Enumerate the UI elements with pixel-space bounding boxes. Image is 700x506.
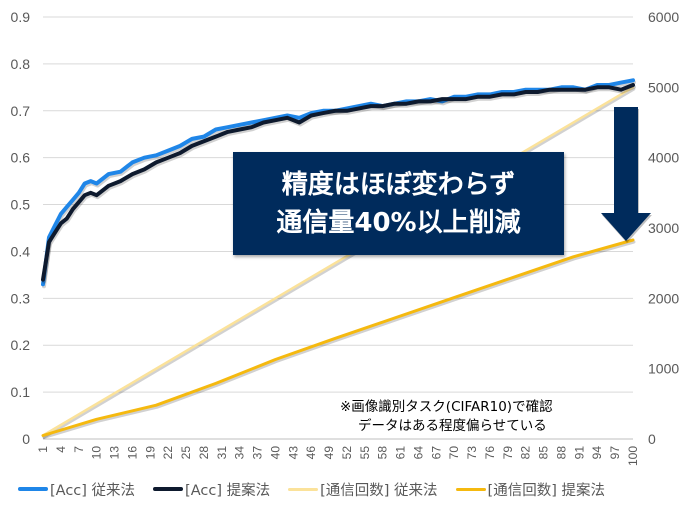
x-tick-label: 28 [197, 446, 211, 460]
down-arrow-icon [601, 107, 652, 243]
x-tick-label: 94 [590, 446, 604, 460]
x-tick-label: 10 [90, 446, 104, 460]
series-line [41, 238, 635, 437]
x-tick-label: 76 [483, 446, 497, 460]
left-y-tick-label: 0.5 [11, 197, 31, 213]
legend-swatch-icon [455, 487, 486, 491]
x-tick-label: 19 [143, 446, 157, 460]
right-y-axis-ticks: 0 1000 2000 3000 4000 5000 6000 [648, 9, 679, 447]
x-tick-label: 1 [36, 446, 50, 453]
x-tick-label: 13 [108, 446, 122, 460]
x-tick-label: 82 [519, 446, 533, 460]
note-line-2: データはある程度偏らせている [358, 418, 547, 434]
x-tick-label: 22 [161, 446, 175, 460]
right-y-tick-label: 4000 [648, 150, 679, 166]
x-tick-label: 88 [554, 446, 568, 460]
left-y-tick-label: 0.2 [11, 337, 31, 353]
left-y-axis-ticks: 0 0.1 0.2 0.3 0.4 0.5 0.6 0.7 0.8 0.9 [11, 9, 31, 447]
x-tick-label: 52 [340, 446, 354, 460]
callout-line-2: 通信量40%以上削減 [276, 207, 521, 238]
x-tick-label: 16 [125, 446, 139, 460]
legend-label: [Acc] 提案法 [185, 482, 271, 499]
left-y-tick-label: 0.6 [11, 150, 31, 166]
legend-item-comm-proposed: [通信回数] 提案法 [455, 479, 605, 500]
right-y-tick-label: 1000 [648, 361, 679, 377]
right-y-tick-label: 3000 [648, 220, 679, 236]
legend-item-comm-conventional: [通信回数] 従来法 [288, 479, 438, 500]
experiment-note: ※画像識別タスク(CIFAR10)で確認 データはある程度偏らせている [340, 398, 630, 436]
x-tick-label: 97 [608, 446, 622, 460]
x-tick-label: 79 [501, 446, 515, 460]
left-y-tick-label: 0.9 [11, 9, 31, 25]
x-tick-label: 37 [251, 446, 265, 460]
left-y-tick-label: 0.1 [11, 384, 31, 400]
legend-item-acc-conventional: [Acc] 従来法 [18, 479, 135, 500]
legend-label: [通信回数] 従来法 [320, 482, 438, 499]
callout-line-1: 精度はほぼ変わらず [281, 169, 516, 200]
legend-item-acc-proposed: [Acc] 提案法 [153, 479, 270, 500]
series-line [41, 86, 635, 437]
chart-legend: [Acc] 従来法 [Acc] 提案法 [通信回数] 従来法 [通信回数] 提案… [18, 478, 623, 500]
x-tick-label: 100 [626, 446, 640, 466]
legend-swatch-icon [18, 487, 48, 491]
x-tick-label: 34 [233, 446, 247, 460]
left-y-tick-label: 0.3 [11, 290, 31, 306]
x-tick-label: 25 [179, 446, 193, 460]
x-tick-label: 4 [54, 446, 68, 453]
legend-label: [通信回数] 提案法 [487, 482, 605, 499]
x-tick-label: 46 [304, 446, 318, 460]
x-tick-label: 70 [447, 446, 461, 460]
x-tick-label: 73 [465, 446, 479, 460]
legend-swatch-icon [153, 487, 184, 491]
note-line-1: ※画像識別タスク(CIFAR10)で確認 [340, 399, 553, 415]
x-tick-label: 31 [215, 446, 229, 460]
legend-label: [Acc] 従来法 [50, 482, 136, 499]
x-tick-label: 43 [286, 446, 300, 460]
x-tick-label: 91 [572, 446, 586, 460]
x-tick-label: 55 [358, 446, 372, 460]
reduction-callout-box: 精度はほぼ変わらず 通信量40%以上削減 [233, 152, 564, 255]
x-tick-label: 40 [268, 446, 282, 460]
x-tick-label: 7 [72, 446, 86, 453]
series-lines [41, 78, 636, 439]
right-y-tick-label: 2000 [648, 290, 679, 306]
x-tick-label: 67 [429, 446, 443, 460]
left-y-tick-label: 0.8 [11, 56, 31, 72]
x-tick-label: 85 [537, 446, 551, 460]
x-tick-label: 49 [322, 446, 336, 460]
left-y-tick-label: 0.4 [11, 243, 31, 259]
legend-swatch-icon [288, 487, 319, 491]
right-y-tick-label: 6000 [648, 9, 679, 25]
left-y-tick-label: 0.7 [11, 103, 31, 119]
x-tick-label: 61 [394, 446, 408, 460]
right-y-tick-label: 0 [648, 431, 656, 447]
right-y-tick-label: 5000 [648, 79, 679, 95]
left-y-tick-label: 0 [22, 431, 30, 447]
x-tick-label: 58 [376, 446, 390, 460]
series-line [41, 78, 635, 287]
x-axis-ticks: 1 4 7 10 13 16 19 22 25 28 31 34 37 40 43 46 49 52 55 58 61 6… [36, 446, 640, 466]
x-tick-label: 64 [411, 446, 425, 460]
series-line [41, 83, 635, 282]
